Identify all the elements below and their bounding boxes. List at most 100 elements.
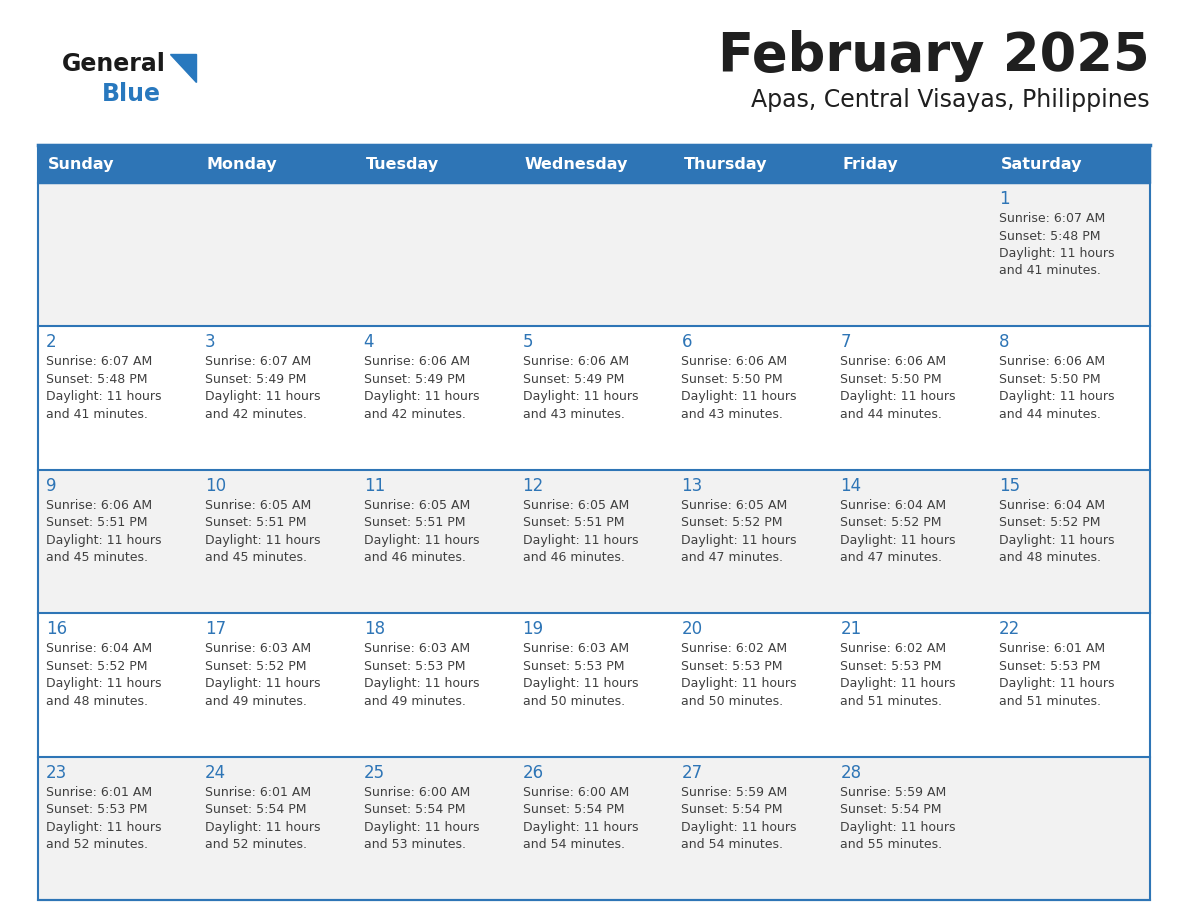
Text: Daylight: 11 hours: Daylight: 11 hours: [682, 533, 797, 547]
Text: Daylight: 11 hours: Daylight: 11 hours: [46, 821, 162, 834]
Bar: [38, 145, 1150, 183]
Bar: [38, 183, 1150, 327]
Text: Sunset: 5:50 PM: Sunset: 5:50 PM: [999, 373, 1101, 386]
Text: Daylight: 11 hours: Daylight: 11 hours: [840, 677, 956, 690]
Text: Sunset: 5:53 PM: Sunset: 5:53 PM: [999, 660, 1100, 673]
Text: Sunrise: 6:05 AM: Sunrise: 6:05 AM: [682, 498, 788, 512]
Text: Sunrise: 5:59 AM: Sunrise: 5:59 AM: [840, 786, 947, 799]
Text: Daylight: 11 hours: Daylight: 11 hours: [46, 677, 162, 690]
Text: Sunset: 5:52 PM: Sunset: 5:52 PM: [46, 660, 147, 673]
Text: Daylight: 11 hours: Daylight: 11 hours: [46, 390, 162, 403]
Text: 12: 12: [523, 476, 544, 495]
Text: Sunset: 5:54 PM: Sunset: 5:54 PM: [523, 803, 624, 816]
Text: Sunset: 5:54 PM: Sunset: 5:54 PM: [840, 803, 942, 816]
Text: Sunrise: 6:04 AM: Sunrise: 6:04 AM: [840, 498, 947, 512]
Text: and 50 minutes.: and 50 minutes.: [682, 695, 784, 708]
Text: Sunrise: 6:04 AM: Sunrise: 6:04 AM: [999, 498, 1105, 512]
Text: Daylight: 11 hours: Daylight: 11 hours: [523, 821, 638, 834]
Text: Sunrise: 6:07 AM: Sunrise: 6:07 AM: [46, 355, 152, 368]
Text: General: General: [62, 52, 166, 76]
Text: Sunset: 5:53 PM: Sunset: 5:53 PM: [364, 660, 466, 673]
Text: 27: 27: [682, 764, 702, 781]
Text: Sunset: 5:53 PM: Sunset: 5:53 PM: [840, 660, 942, 673]
Text: 4: 4: [364, 333, 374, 352]
Text: and 42 minutes.: and 42 minutes.: [204, 408, 307, 420]
Text: Daylight: 11 hours: Daylight: 11 hours: [204, 533, 321, 547]
Text: and 41 minutes.: and 41 minutes.: [999, 264, 1101, 277]
Text: and 49 minutes.: and 49 minutes.: [204, 695, 307, 708]
Text: Daylight: 11 hours: Daylight: 11 hours: [364, 677, 479, 690]
Text: and 41 minutes.: and 41 minutes.: [46, 408, 147, 420]
Text: and 53 minutes.: and 53 minutes.: [364, 838, 466, 851]
Text: Sunset: 5:51 PM: Sunset: 5:51 PM: [204, 516, 307, 530]
Text: Friday: Friday: [842, 156, 898, 172]
Text: Daylight: 11 hours: Daylight: 11 hours: [840, 821, 956, 834]
Text: and 45 minutes.: and 45 minutes.: [46, 552, 148, 565]
Text: Daylight: 11 hours: Daylight: 11 hours: [682, 390, 797, 403]
Text: Sunrise: 6:01 AM: Sunrise: 6:01 AM: [999, 643, 1105, 655]
Text: 9: 9: [46, 476, 57, 495]
Bar: [38, 756, 1150, 900]
Bar: [38, 613, 1150, 756]
Text: Sunrise: 6:06 AM: Sunrise: 6:06 AM: [999, 355, 1105, 368]
Text: Sunrise: 5:59 AM: Sunrise: 5:59 AM: [682, 786, 788, 799]
Text: 17: 17: [204, 621, 226, 638]
Text: Sunset: 5:52 PM: Sunset: 5:52 PM: [204, 660, 307, 673]
Text: Saturday: Saturday: [1001, 156, 1082, 172]
Text: Thursday: Thursday: [683, 156, 767, 172]
Text: and 52 minutes.: and 52 minutes.: [204, 838, 307, 851]
Text: Sunset: 5:52 PM: Sunset: 5:52 PM: [999, 516, 1100, 530]
Text: 1: 1: [999, 190, 1010, 208]
Text: Sunset: 5:51 PM: Sunset: 5:51 PM: [523, 516, 624, 530]
Text: Sunrise: 6:01 AM: Sunrise: 6:01 AM: [204, 786, 311, 799]
Text: Sunset: 5:53 PM: Sunset: 5:53 PM: [682, 660, 783, 673]
Text: and 54 minutes.: and 54 minutes.: [523, 838, 625, 851]
Text: Sunset: 5:50 PM: Sunset: 5:50 PM: [682, 373, 783, 386]
Text: Sunrise: 6:00 AM: Sunrise: 6:00 AM: [523, 786, 628, 799]
Text: Blue: Blue: [102, 82, 162, 106]
Text: 3: 3: [204, 333, 215, 352]
Text: 15: 15: [999, 476, 1020, 495]
Text: Sunrise: 6:02 AM: Sunrise: 6:02 AM: [682, 643, 788, 655]
Text: Sunset: 5:52 PM: Sunset: 5:52 PM: [840, 516, 942, 530]
Text: Daylight: 11 hours: Daylight: 11 hours: [840, 390, 956, 403]
Text: Sunrise: 6:05 AM: Sunrise: 6:05 AM: [204, 498, 311, 512]
Text: Daylight: 11 hours: Daylight: 11 hours: [204, 677, 321, 690]
Text: and 49 minutes.: and 49 minutes.: [364, 695, 466, 708]
Text: and 47 minutes.: and 47 minutes.: [840, 552, 942, 565]
Text: Tuesday: Tuesday: [366, 156, 438, 172]
Text: Sunrise: 6:03 AM: Sunrise: 6:03 AM: [523, 643, 628, 655]
Text: and 48 minutes.: and 48 minutes.: [999, 552, 1101, 565]
Text: Sunrise: 6:03 AM: Sunrise: 6:03 AM: [364, 643, 469, 655]
Text: Sunset: 5:52 PM: Sunset: 5:52 PM: [682, 516, 783, 530]
Text: Wednesday: Wednesday: [525, 156, 628, 172]
Text: Daylight: 11 hours: Daylight: 11 hours: [204, 821, 321, 834]
Text: Sunset: 5:48 PM: Sunset: 5:48 PM: [46, 373, 147, 386]
Text: 22: 22: [999, 621, 1020, 638]
Text: Sunday: Sunday: [48, 156, 114, 172]
Text: 2: 2: [46, 333, 57, 352]
Text: and 51 minutes.: and 51 minutes.: [840, 695, 942, 708]
Text: and 52 minutes.: and 52 minutes.: [46, 838, 148, 851]
Text: Daylight: 11 hours: Daylight: 11 hours: [364, 390, 479, 403]
Text: and 50 minutes.: and 50 minutes.: [523, 695, 625, 708]
Text: Sunrise: 6:06 AM: Sunrise: 6:06 AM: [840, 355, 947, 368]
Text: and 43 minutes.: and 43 minutes.: [523, 408, 625, 420]
Text: Sunrise: 6:04 AM: Sunrise: 6:04 AM: [46, 643, 152, 655]
Text: 21: 21: [840, 621, 861, 638]
Text: 13: 13: [682, 476, 702, 495]
Polygon shape: [170, 54, 196, 82]
Text: 5: 5: [523, 333, 533, 352]
Text: 6: 6: [682, 333, 691, 352]
Text: Daylight: 11 hours: Daylight: 11 hours: [999, 677, 1114, 690]
Text: Daylight: 11 hours: Daylight: 11 hours: [999, 533, 1114, 547]
Text: Sunrise: 6:02 AM: Sunrise: 6:02 AM: [840, 643, 947, 655]
Text: Daylight: 11 hours: Daylight: 11 hours: [682, 677, 797, 690]
Text: Sunset: 5:49 PM: Sunset: 5:49 PM: [523, 373, 624, 386]
Text: Sunset: 5:53 PM: Sunset: 5:53 PM: [523, 660, 624, 673]
Text: Sunset: 5:51 PM: Sunset: 5:51 PM: [46, 516, 147, 530]
Text: Daylight: 11 hours: Daylight: 11 hours: [999, 247, 1114, 260]
Text: Daylight: 11 hours: Daylight: 11 hours: [204, 390, 321, 403]
Text: and 54 minutes.: and 54 minutes.: [682, 838, 783, 851]
Text: Sunrise: 6:06 AM: Sunrise: 6:06 AM: [46, 498, 152, 512]
